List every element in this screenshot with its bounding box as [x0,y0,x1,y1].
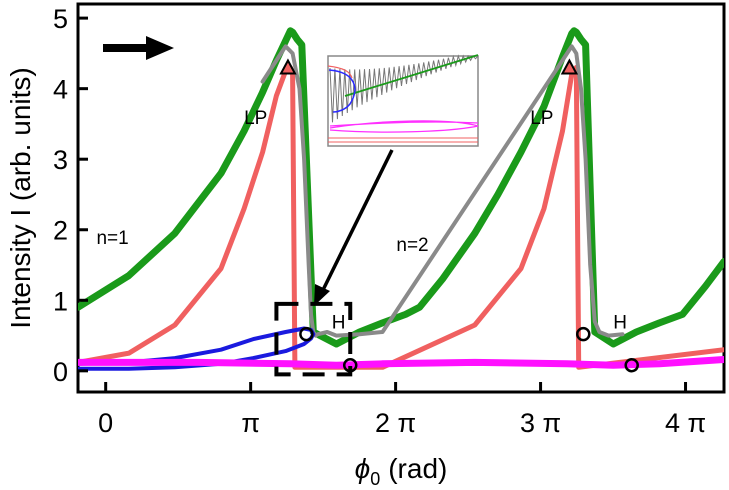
text-layer: LP LP H Hn=1 n=2 [96,108,627,334]
x-tick-label-0: 0 [98,408,113,438]
marker-h-5 [624,357,639,373]
marker-lp-1 [560,58,579,75]
y-tick-label-2: 2 [53,216,68,246]
y-tick-label-0: 0 [53,357,68,387]
x-axis-label: ϕ0 (rad) [355,453,448,489]
y-tick-label-5: 5 [53,4,68,34]
annotation-4: n=1 [96,228,128,249]
series-layer [78,27,724,371]
y-tick-label-1: 1 [53,286,68,316]
marker-h-2 [299,326,314,342]
series-line-2 [260,44,625,338]
marker-h-4 [342,357,358,373]
y-tick-label-3: 3 [53,145,68,175]
inset-bottom-lines [328,137,478,143]
x-tick-label-1: π [241,408,260,438]
inset-gray-oscillation [329,54,479,123]
series-line-4 [78,356,724,369]
marker-layer [279,58,639,373]
annotation-1: LP [530,108,553,129]
inset-red-line [327,65,353,79]
x-tick-label-4: 4 π [665,408,706,438]
inset-pointer-arrow [314,149,394,306]
y-axis-label: Intensity I (arb. units) [5,67,36,328]
inset-green-line [344,54,479,97]
zoom-region-box [274,301,353,377]
x-tick-label-3: 3 π [520,408,561,438]
inset-plot [327,54,479,147]
annotation-3: H [613,313,627,334]
marker-h-3 [576,326,591,342]
series-line-1 [78,65,724,370]
x-tick-label-2: 2 π [375,408,416,438]
y-tick-label-4: 4 [53,75,68,105]
annotation-5: n=2 [396,235,428,256]
sweep-direction-arrow [103,36,174,60]
inset-magenta-loops [329,120,479,133]
annotation-0: LP [244,108,267,129]
annotation-2: H [332,313,346,334]
plot-frame [76,2,726,394]
inset-blue-curve [328,69,356,113]
marker-lp-0 [279,58,297,75]
tick-layer: 0 π 2 π 3 π 4 π 0 1 2 3 4 5 [53,4,706,438]
